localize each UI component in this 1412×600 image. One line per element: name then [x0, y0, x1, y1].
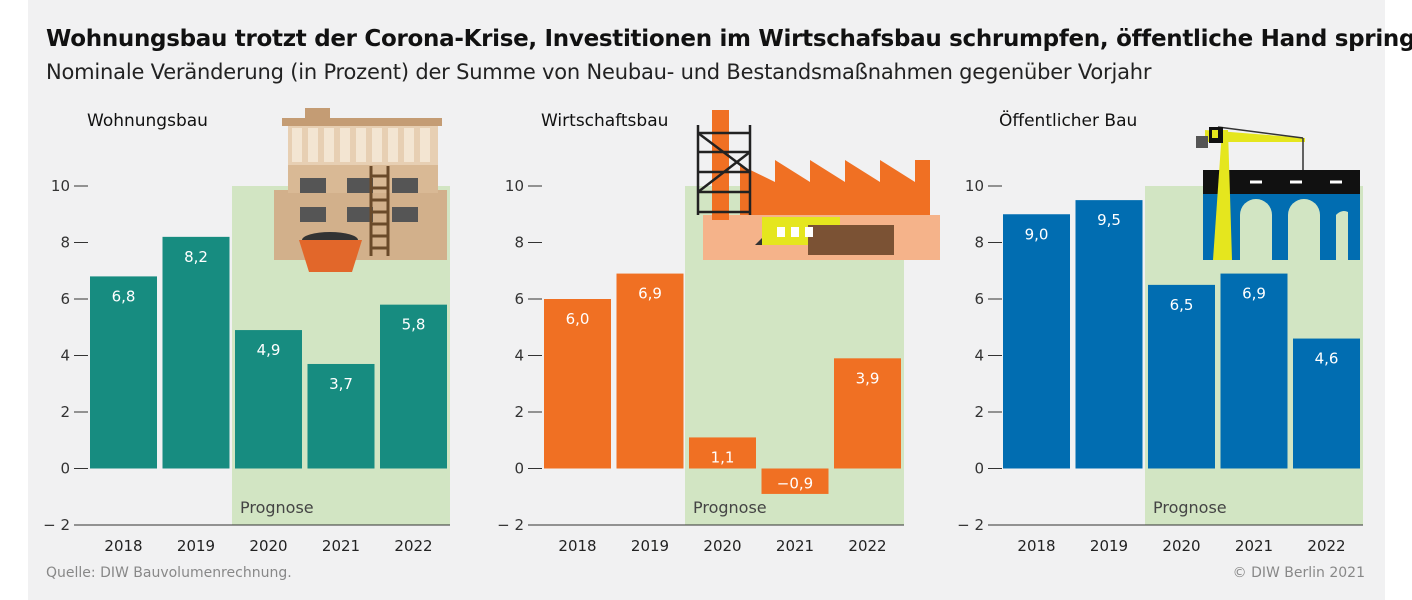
bar-2018: [1003, 214, 1070, 469]
residential-building-icon: [274, 108, 447, 272]
bar-label: 1,1: [711, 448, 735, 466]
y-tick-label: 6: [974, 290, 984, 308]
y-tick-label: 4: [60, 347, 70, 365]
x-tick-label: 2020: [1162, 537, 1200, 555]
panel-title: Öffentlicher Bau: [999, 109, 1137, 131]
y-tick-label: 10: [505, 177, 524, 195]
page-title: Wohnungsbau trotzt der Corona-Krise, Inv…: [46, 26, 1412, 52]
panel-title: Wohnungsbau: [87, 111, 208, 131]
x-tick-label: 2022: [848, 537, 886, 555]
y-tick-label: − 2: [497, 516, 524, 534]
chart-panel-3: Prognose Öffentlicher Bau − 2 0 2 4 6 8 10 9,0 20…: [957, 109, 1363, 555]
bar-2020: [689, 437, 756, 469]
bar-label: 9,0: [1025, 225, 1049, 243]
x-tick-label: 2021: [322, 537, 360, 555]
y-tick-label: 4: [514, 347, 524, 365]
x-tick-label: 2021: [776, 537, 814, 555]
y-tick-label: 4: [974, 347, 984, 365]
bar-2022: [380, 304, 447, 469]
bar-label: 6,0: [566, 310, 590, 328]
x-tick-label: 2021: [1235, 537, 1273, 555]
bar-label: 9,5: [1097, 211, 1121, 229]
bar-label: 6,9: [638, 285, 662, 303]
bar-label: 6,5: [1170, 296, 1194, 314]
x-tick-label: 2018: [1017, 537, 1055, 555]
bar-2019: [162, 236, 230, 469]
x-tick-label: 2020: [249, 537, 287, 555]
bar-2019: [616, 273, 684, 469]
x-tick-label: 2018: [104, 537, 142, 555]
page-subtitle: Nominale Veränderung (in Prozent) der Su…: [46, 60, 1152, 84]
bar-2020: [235, 330, 302, 469]
panel-title: Wirtschaftsbau: [541, 111, 668, 131]
chart-panel-2: Prognose Wirtschaftsbau − 2 0 2 4 6 8 10 6,0 2018…: [497, 110, 940, 555]
bar-2018: [544, 299, 611, 469]
bar-label: 6,9: [1242, 285, 1266, 303]
y-tick-label: − 2: [957, 516, 984, 534]
x-tick-label: 2020: [703, 537, 741, 555]
bridge-crane-icon: [1196, 126, 1360, 260]
y-tick-label: 8: [60, 234, 70, 252]
bar-label: 4,6: [1315, 350, 1339, 368]
bar-label: −0,9: [777, 475, 813, 493]
copyright-note: © DIW Berlin 2021: [1232, 565, 1365, 581]
y-tick-label: 10: [965, 177, 984, 195]
bar-2021: [307, 363, 375, 469]
y-tick-label: 2: [60, 403, 70, 421]
bar-label: 4,9: [257, 341, 281, 359]
bar-2018: [90, 276, 157, 469]
bar-2020: [1148, 284, 1215, 469]
bar-2021: [1220, 273, 1288, 469]
y-tick-label: 2: [514, 403, 524, 421]
y-tick-label: 2: [974, 403, 984, 421]
forecast-label: Prognose: [693, 498, 767, 517]
bar-label: 6,8: [112, 287, 136, 305]
bar-2022: [834, 358, 901, 469]
y-tick-label: − 2: [43, 516, 70, 534]
bar-label: 3,7: [329, 375, 353, 393]
y-tick-label: 0: [60, 460, 70, 478]
bar-2022: [1293, 338, 1360, 469]
x-tick-label: 2022: [394, 537, 432, 555]
x-tick-label: 2018: [558, 537, 596, 555]
forecast-label: Prognose: [1153, 498, 1227, 517]
y-tick-label: 6: [514, 290, 524, 308]
source-note: Quelle: DIW Bauvolumenrechnung.: [46, 565, 292, 581]
y-tick-label: 8: [514, 234, 524, 252]
y-tick-label: 6: [60, 290, 70, 308]
bar-2019: [1075, 200, 1143, 469]
x-tick-label: 2022: [1307, 537, 1345, 555]
y-tick-label: 8: [974, 234, 984, 252]
bar-label: 8,2: [184, 248, 208, 266]
x-tick-label: 2019: [177, 537, 215, 555]
y-tick-label: 0: [514, 460, 524, 478]
bar-label: 3,9: [856, 369, 880, 387]
y-tick-label: 10: [51, 177, 70, 195]
bar-label: 5,8: [402, 316, 426, 334]
forecast-label: Prognose: [240, 498, 314, 517]
y-tick-label: 0: [974, 460, 984, 478]
x-tick-label: 2019: [631, 537, 669, 555]
x-tick-label: 2019: [1090, 537, 1128, 555]
factory-icon: [696, 110, 940, 260]
bar-2021: [761, 468, 829, 494]
